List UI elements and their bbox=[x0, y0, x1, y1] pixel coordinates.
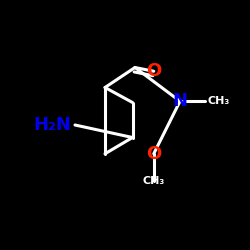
Text: CH₃: CH₃ bbox=[142, 176, 165, 186]
Text: CH₃: CH₃ bbox=[208, 96, 230, 106]
Text: H₂N: H₂N bbox=[34, 116, 71, 134]
Text: O: O bbox=[146, 145, 162, 163]
Text: N: N bbox=[172, 92, 188, 110]
Text: O: O bbox=[146, 62, 162, 80]
